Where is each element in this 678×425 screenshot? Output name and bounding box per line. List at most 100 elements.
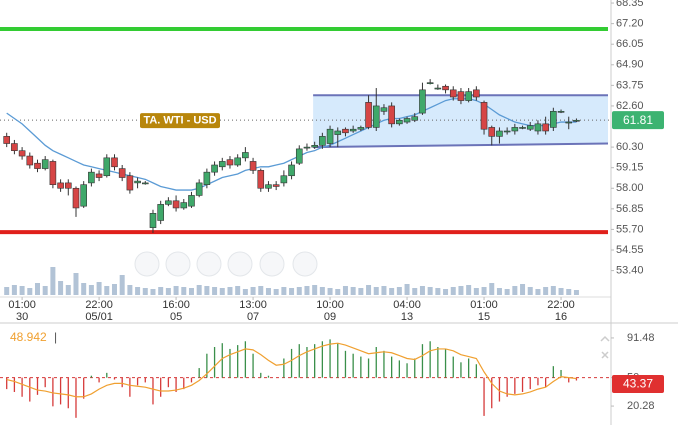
volume-bar (11, 285, 17, 295)
y-tick-label: 66.05 (616, 38, 644, 50)
volume-bar (527, 287, 533, 295)
osc-last-label: 43.37 (623, 377, 653, 391)
volume-bar (350, 287, 356, 295)
indicator-value: 48.942 (10, 330, 47, 344)
candle-body (149, 213, 157, 228)
volume-bar (319, 287, 325, 295)
candle-body (118, 168, 126, 178)
volume-bar (489, 283, 495, 295)
volume-bar (165, 288, 171, 295)
volume-bar (504, 289, 510, 295)
candle-body (503, 130, 511, 133)
candle-body (442, 85, 449, 91)
volume-bar (296, 287, 302, 295)
y-tick-label: 60.30 (616, 141, 644, 153)
candle-body (357, 127, 365, 130)
candle-body (473, 89, 480, 98)
candle-body (365, 102, 372, 128)
nav-button[interactable] (196, 251, 222, 277)
y-tick-label: 55.70 (616, 223, 644, 235)
x-tick-label: 04:00 (393, 299, 421, 311)
x-tick-date: 05/01 (85, 311, 113, 323)
candle-body (64, 182, 72, 189)
volume-bar (219, 288, 225, 295)
close-button[interactable] (601, 351, 609, 359)
volume-bar (96, 282, 102, 295)
nav-button[interactable] (227, 251, 253, 277)
volume-bar (373, 287, 379, 295)
candle-body (280, 175, 288, 184)
nav-button[interactable] (259, 251, 285, 277)
y-tick-label: 54.55 (616, 244, 644, 256)
volume-bar (34, 283, 40, 295)
channel-bottom (313, 142, 609, 149)
volume-bar (512, 286, 518, 295)
x-tick-label: 01:00 (8, 299, 36, 311)
candle-body (403, 118, 411, 123)
candle-body (411, 116, 419, 121)
x-tick-date: 05 (170, 311, 182, 323)
volume-bar (111, 284, 117, 295)
osc-y-tick-label: 20.28 (627, 400, 655, 412)
nav-button[interactable] (165, 251, 191, 277)
candle-body (180, 202, 188, 209)
candle-body (511, 127, 519, 132)
volume-bar (181, 287, 187, 295)
candle-body (519, 127, 526, 129)
volume-bar (566, 289, 572, 295)
volume-bar (158, 287, 164, 295)
candle-body (249, 161, 257, 171)
volume-bar (273, 289, 279, 295)
candle-body (126, 175, 134, 191)
candle-body (396, 119, 403, 125)
candle-body (34, 162, 41, 169)
candle-body (457, 91, 465, 101)
volume-bar (443, 289, 449, 295)
volume-bar (212, 287, 218, 295)
volume-bar (412, 288, 418, 295)
candle-body (288, 164, 295, 177)
candle-body (41, 159, 49, 169)
symbol-label-box (140, 113, 220, 129)
candle-body (303, 146, 311, 149)
volume-bar (142, 288, 148, 295)
volume-bar (127, 285, 133, 295)
volume-bar (427, 287, 433, 295)
candle-body (211, 164, 218, 173)
volume-bar (119, 275, 125, 295)
nav-button[interactable] (134, 251, 160, 277)
indicator-separator: | (54, 330, 57, 344)
candle-body (265, 184, 272, 189)
volume-bar (204, 286, 210, 295)
x-tick-label: 01:00 (470, 299, 498, 311)
osc-last-box (612, 374, 664, 393)
x-tick-date: 09 (324, 311, 336, 323)
y-tick-label: 67.20 (616, 18, 644, 30)
candle-body (319, 136, 326, 146)
candle-body (550, 111, 557, 128)
candle-body (11, 143, 18, 151)
osc-y-tick-label: 91.48 (627, 332, 655, 344)
volume-bar (65, 285, 71, 295)
candle-body (242, 152, 249, 159)
candle-body (203, 171, 211, 185)
volume-bar (173, 286, 179, 295)
volume-bar (88, 285, 94, 295)
symbol-label: TA. WTI - USD (143, 114, 216, 126)
volume-bar (104, 286, 110, 295)
volume-bar (58, 281, 64, 295)
y-tick-label: 62.60 (616, 100, 644, 112)
y-tick-label: 53.40 (616, 264, 644, 276)
candle-body (57, 182, 64, 189)
x-tick-date: 13 (401, 311, 413, 323)
nav-button[interactable] (292, 251, 318, 277)
x-tick-label: 10:00 (316, 299, 344, 311)
y-tick-label: 58.00 (616, 182, 644, 194)
collapse-button[interactable] (600, 335, 610, 342)
candle-body (449, 89, 457, 98)
navigation-buttons (134, 251, 318, 277)
last-price-box (612, 111, 664, 130)
volume-bar (265, 288, 271, 295)
volume-bar (27, 288, 33, 295)
y-tick-label: 68.35 (616, 0, 644, 9)
